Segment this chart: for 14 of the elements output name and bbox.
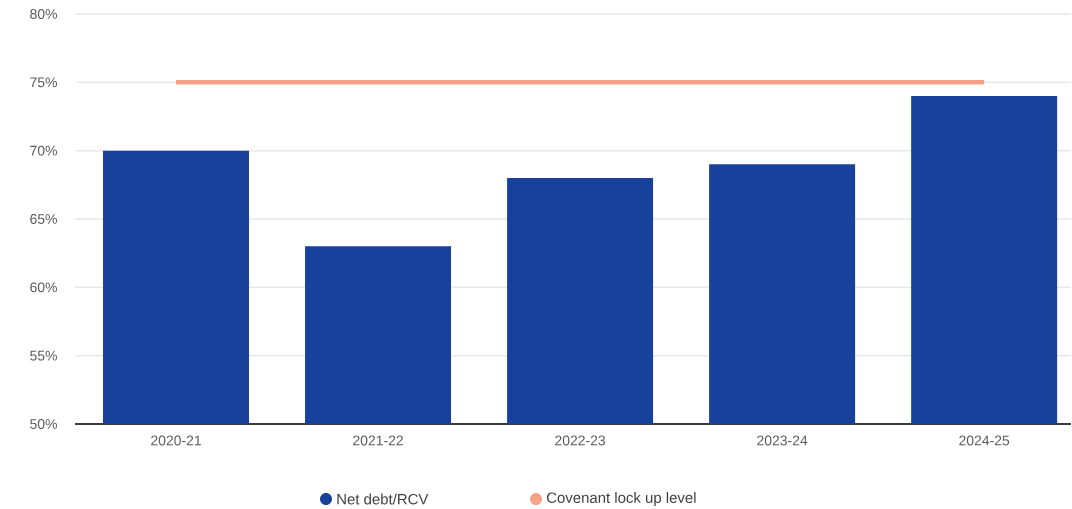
- x-tick-label: 2021-22: [353, 435, 403, 446]
- legend-label: Covenant lock up level: [546, 492, 696, 506]
- y-tick-label: 80%: [30, 9, 57, 19]
- x-tick-label: 2020-21: [151, 435, 201, 446]
- y-tick-label: 65%: [30, 214, 57, 224]
- y-tick-label: 60%: [30, 282, 57, 293]
- legend-label: Net debt/RCV: [337, 493, 429, 505]
- x-tick-label: 2024-25: [959, 435, 1010, 446]
- y-tick-label: 50%: [30, 419, 57, 429]
- x-tick-label: 2023-24: [757, 435, 808, 446]
- y-tick-label: 75%: [30, 77, 57, 88]
- y-tick-label: 55%: [30, 350, 57, 361]
- y-tick-label: 70%: [30, 145, 57, 156]
- x-tick-label: 2022-23: [555, 435, 606, 446]
